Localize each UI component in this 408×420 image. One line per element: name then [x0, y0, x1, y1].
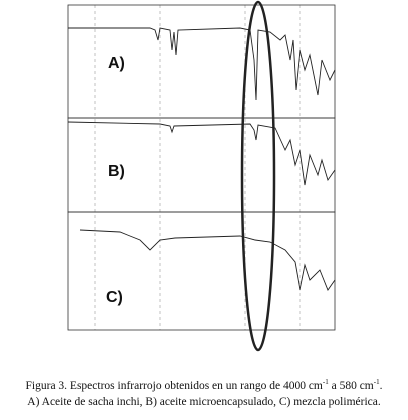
panel-label: B)	[108, 163, 125, 180]
caption-text: a 580 cm	[328, 379, 374, 392]
caption-sup: -1	[322, 378, 329, 386]
caption-text: .	[379, 379, 383, 392]
caption-line: A) Aceite de sacha inchi, B) aceite micr…	[27, 396, 381, 408]
highlight-ellipse	[240, 0, 276, 352]
spectrum-lines	[67, 27, 336, 291]
caption-text: Figura 3. Espectros infrarrojo obtenidos…	[25, 379, 323, 392]
caption-line: Figura 3. Espectros infrarrojo obtenidos…	[0, 378, 408, 392]
spectra: A) B) C)	[67, 0, 336, 352]
panel-label: C)	[106, 289, 123, 306]
caption-sup: -1	[373, 378, 380, 386]
panel-label: A)	[108, 55, 125, 72]
frames	[67, 4, 336, 331]
